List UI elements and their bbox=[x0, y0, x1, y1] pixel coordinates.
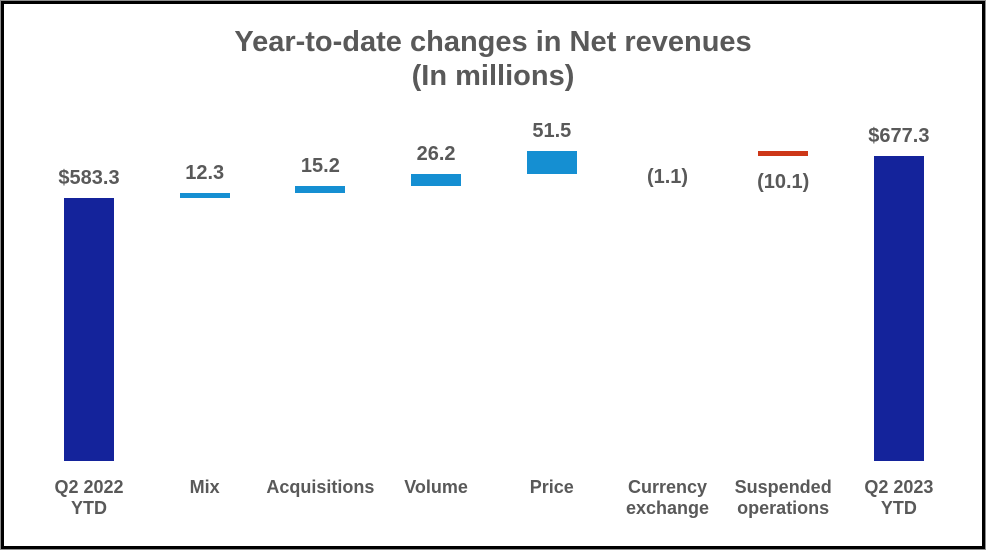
value-label-suspended-operations: (10.1) bbox=[757, 170, 810, 193]
value-label-mix: 12.3 bbox=[185, 161, 225, 184]
bar-suspended-operations bbox=[758, 151, 809, 156]
chart-title-line1: Year-to-date changes in Net revenues bbox=[234, 26, 752, 58]
category-label-mix: Mix bbox=[189, 477, 220, 497]
value-label-volume: 26.2 bbox=[416, 143, 456, 166]
category-label-currency-exchange: Currency exchange bbox=[625, 477, 710, 518]
bar-acquisitions bbox=[295, 185, 346, 193]
value-label-q2-2022-ytd: $583.3 bbox=[58, 167, 120, 190]
value-label-q2-2023-ytd: $677.3 bbox=[868, 124, 930, 147]
bar-q2-2022-ytd bbox=[64, 198, 114, 461]
bar-price bbox=[526, 150, 577, 175]
bar-q2-2023-ytd bbox=[873, 155, 924, 461]
value-label-acquisitions: 15.2 bbox=[300, 154, 340, 177]
value-label-price: 51.5 bbox=[532, 119, 572, 142]
bar-volume bbox=[411, 174, 462, 186]
category-label-q2-2023-ytd: Q2 2023 YTD bbox=[864, 477, 934, 518]
category-label-q2-2022-ytd: Q2 2022 YTD bbox=[54, 477, 124, 518]
category-label-price: Price bbox=[529, 477, 574, 497]
chart-title: Year-to-date changes in Net revenues (In… bbox=[1, 25, 985, 93]
category-label-suspended-operations: Suspended operations bbox=[734, 477, 832, 518]
value-label-currency-exchange: (1.1) bbox=[646, 166, 689, 189]
category-label-volume: Volume bbox=[404, 477, 468, 497]
chart-title-line2: (In millions) bbox=[411, 60, 575, 92]
category-label-acquisitions: Acquisitions bbox=[266, 477, 375, 497]
bar-mix bbox=[179, 192, 230, 199]
